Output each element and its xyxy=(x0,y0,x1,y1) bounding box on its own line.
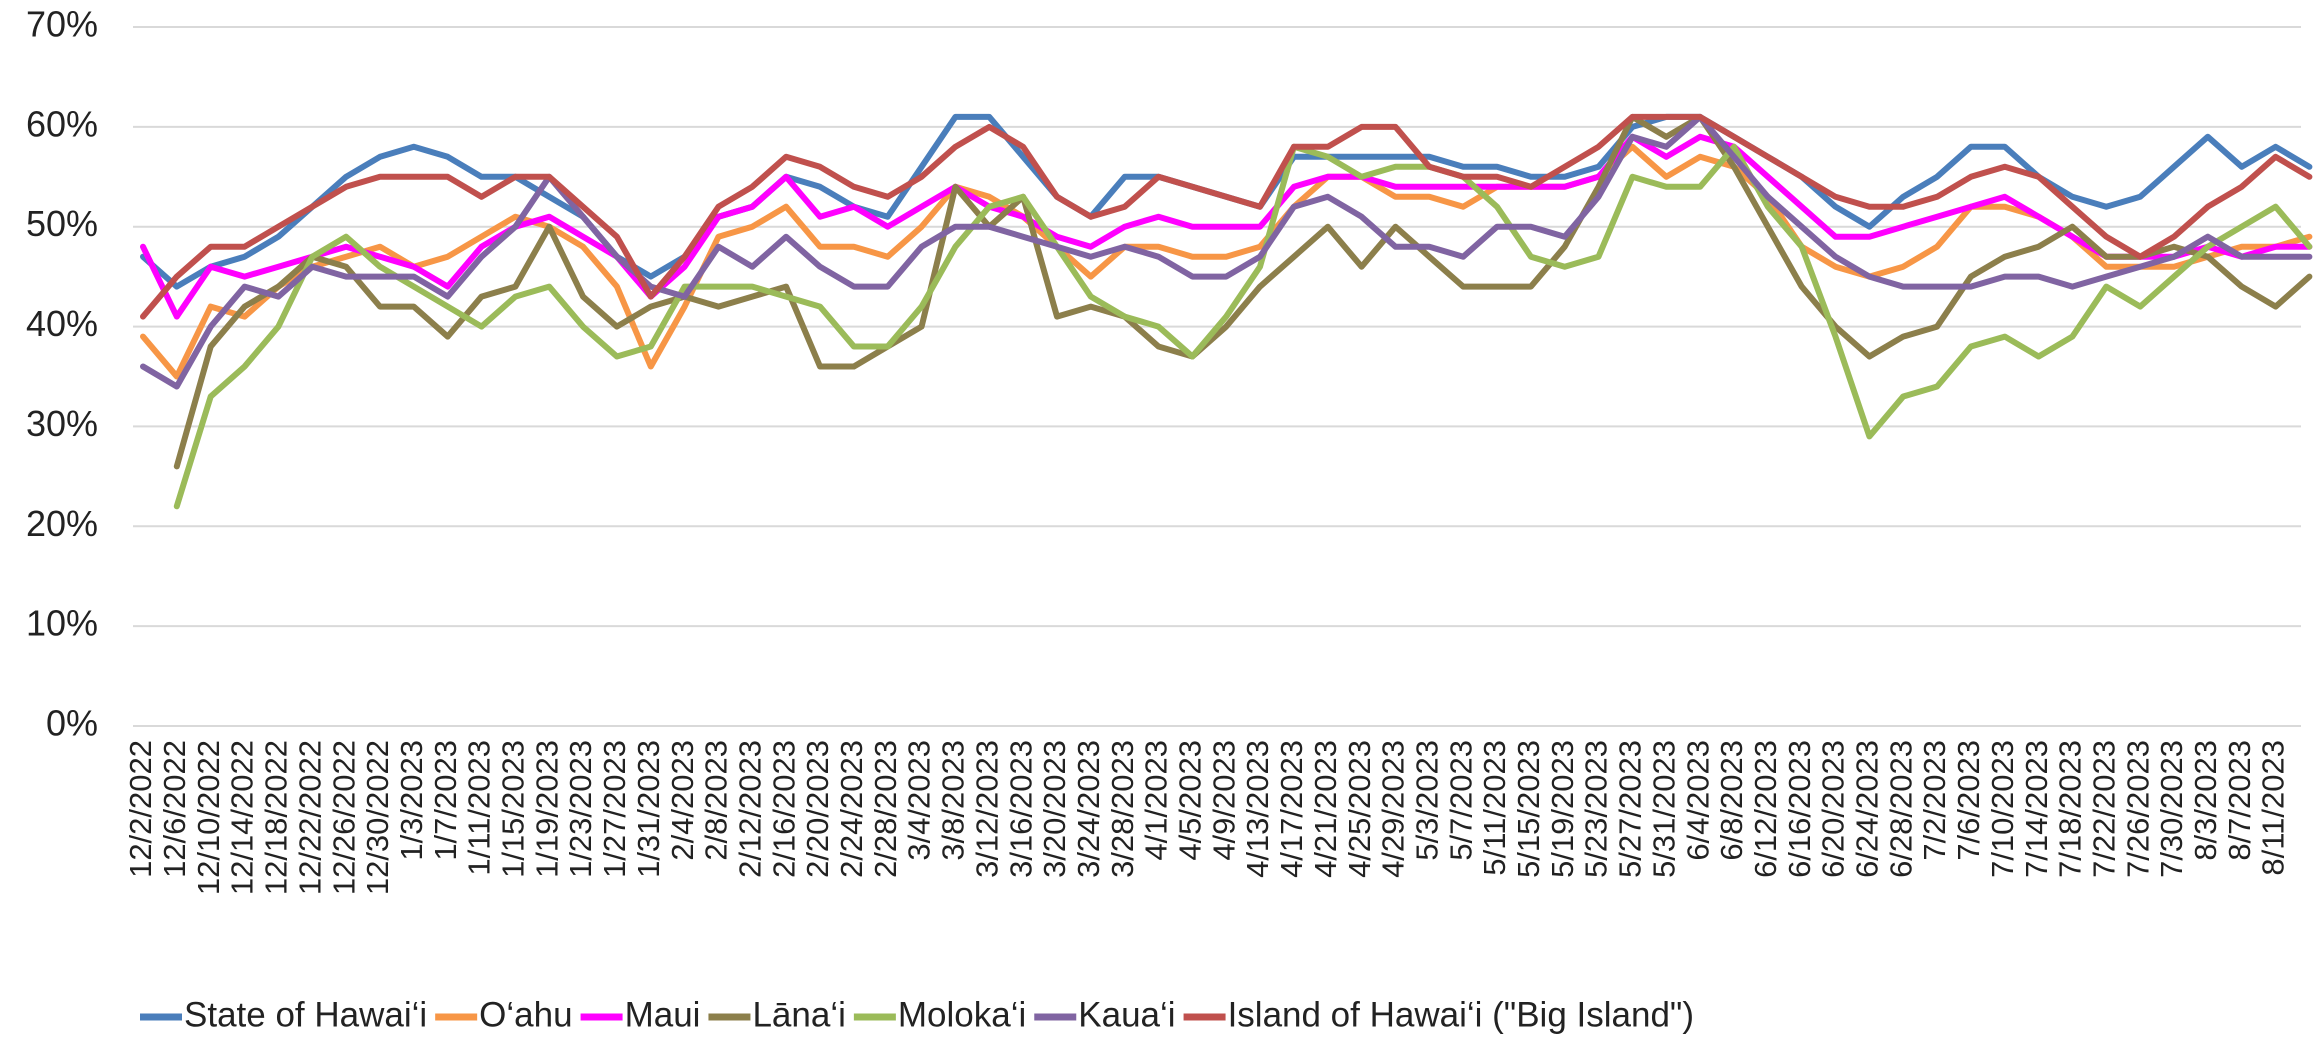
y-tick-label: 60% xyxy=(26,103,98,144)
x-tick-label: 5/27/2023 xyxy=(1613,740,1648,878)
y-tick-label: 0% xyxy=(46,703,98,744)
x-tick-label: 7/22/2023 xyxy=(2086,740,2121,878)
x-tick-label: 7/6/2023 xyxy=(1951,740,1986,861)
x-tick-label: 3/20/2023 xyxy=(1037,740,1072,878)
x-tick-label: 5/11/2023 xyxy=(1477,740,1512,876)
x-tick-label: 2/4/2023 xyxy=(665,740,700,861)
x-tick-label: 6/8/2023 xyxy=(1714,740,1749,861)
x-tick-label: 7/18/2023 xyxy=(2053,740,2088,878)
x-tick-label: 5/15/2023 xyxy=(1511,740,1546,878)
x-tick-label: 4/1/2023 xyxy=(1139,740,1174,861)
x-tick-label: 1/31/2023 xyxy=(631,740,666,878)
x-tick-label: 5/19/2023 xyxy=(1545,740,1580,878)
x-tick-label: 1/11/2023 xyxy=(462,740,497,876)
y-tick-label: 50% xyxy=(26,203,98,244)
legend-label: State of Hawai‘i xyxy=(184,995,427,1034)
x-tick-label: 5/7/2023 xyxy=(1443,740,1478,861)
x-tick-label: 12/26/2022 xyxy=(326,740,361,895)
x-tick-label: 4/13/2023 xyxy=(1240,740,1275,878)
series-line xyxy=(173,113,2313,470)
x-tick-label: 3/12/2023 xyxy=(969,740,1004,878)
x-tick-label: 12/22/2022 xyxy=(292,740,327,895)
x-tick-label: 7/30/2023 xyxy=(2154,740,2189,878)
legend-label: Moloka‘i xyxy=(898,995,1026,1034)
x-tick-label: 2/28/2023 xyxy=(868,740,903,878)
x-tick-label: 4/25/2023 xyxy=(1342,740,1377,878)
x-tick-label: 12/14/2022 xyxy=(225,740,260,895)
x-tick-label: 5/23/2023 xyxy=(1579,740,1614,878)
x-tick-label: 8/7/2023 xyxy=(2222,740,2257,861)
series-line xyxy=(173,143,2313,510)
x-tick-label: 6/4/2023 xyxy=(1680,740,1715,861)
x-tick-label: 3/28/2023 xyxy=(1105,740,1140,878)
y-tick-label: 20% xyxy=(26,503,98,544)
x-tick-label: 4/9/2023 xyxy=(1206,740,1241,861)
x-tick-label: 7/26/2023 xyxy=(2120,740,2155,878)
x-tick-label: 5/3/2023 xyxy=(1409,740,1444,861)
x-tick-label: 7/2/2023 xyxy=(1917,740,1952,861)
x-tick-label: 1/19/2023 xyxy=(529,740,564,878)
x-tick-label: 4/17/2023 xyxy=(1274,740,1309,878)
x-tick-label: 2/12/2023 xyxy=(732,740,767,878)
x-tick-label: 12/10/2022 xyxy=(191,740,226,895)
x-tick-label: 12/2/2022 xyxy=(123,740,158,878)
x-tick-label: 6/28/2023 xyxy=(1883,740,1918,878)
legend-label: Island of Hawai‘i ("Big Island") xyxy=(1228,995,1694,1034)
x-tick-label: 1/3/2023 xyxy=(394,740,429,861)
series-line xyxy=(140,113,2313,320)
x-tick-label: 6/16/2023 xyxy=(1782,740,1817,878)
x-tick-label: 12/30/2022 xyxy=(360,740,395,895)
y-tick-label: 70% xyxy=(26,4,98,45)
x-tick-label: 4/5/2023 xyxy=(1173,740,1208,861)
x-tick-label: 3/4/2023 xyxy=(902,740,937,861)
x-tick-label: 6/20/2023 xyxy=(1816,740,1851,878)
x-tick-label: 2/20/2023 xyxy=(800,740,835,878)
series-line xyxy=(140,143,2313,380)
x-tick-label: 7/14/2023 xyxy=(2019,740,2054,878)
x-tick-label: 8/3/2023 xyxy=(2188,740,2223,861)
x-tick-label: 2/24/2023 xyxy=(834,740,869,878)
x-tick-label: 12/6/2022 xyxy=(157,740,192,878)
x-tick-label: 6/12/2023 xyxy=(1748,740,1783,878)
x-tick-label: 7/10/2023 xyxy=(1985,740,2020,878)
x-tick-label: 2/8/2023 xyxy=(699,740,734,861)
legend-label: O‘ahu xyxy=(479,995,572,1034)
x-tick-label: 8/11/2023 xyxy=(2256,740,2291,876)
x-tick-label: 5/31/2023 xyxy=(1646,740,1681,878)
y-tick-label: 30% xyxy=(26,403,98,444)
series-line xyxy=(140,113,2313,390)
x-tick-label: 1/15/2023 xyxy=(496,740,531,878)
x-tick-label: 3/24/2023 xyxy=(1071,740,1106,878)
x-tick-label: 1/27/2023 xyxy=(597,740,632,878)
y-tick-label: 40% xyxy=(26,303,98,344)
x-tick-label: 3/8/2023 xyxy=(936,740,971,861)
x-tick-label: 1/23/2023 xyxy=(563,740,598,878)
legend-label: Maui xyxy=(625,995,701,1034)
x-tick-label: 12/18/2022 xyxy=(259,740,294,895)
legend-label: Kaua‘i xyxy=(1078,995,1175,1034)
x-tick-label: 3/16/2023 xyxy=(1003,740,1038,878)
legend-label: Lāna‘i xyxy=(752,995,845,1034)
x-tick-label: 2/16/2023 xyxy=(766,740,801,878)
x-tick-label: 6/24/2023 xyxy=(1850,740,1885,878)
x-tick-label: 4/21/2023 xyxy=(1308,740,1343,878)
x-tick-label: 1/7/2023 xyxy=(428,740,463,861)
x-tick-label: 4/29/2023 xyxy=(1376,740,1411,878)
y-tick-label: 10% xyxy=(26,603,98,644)
